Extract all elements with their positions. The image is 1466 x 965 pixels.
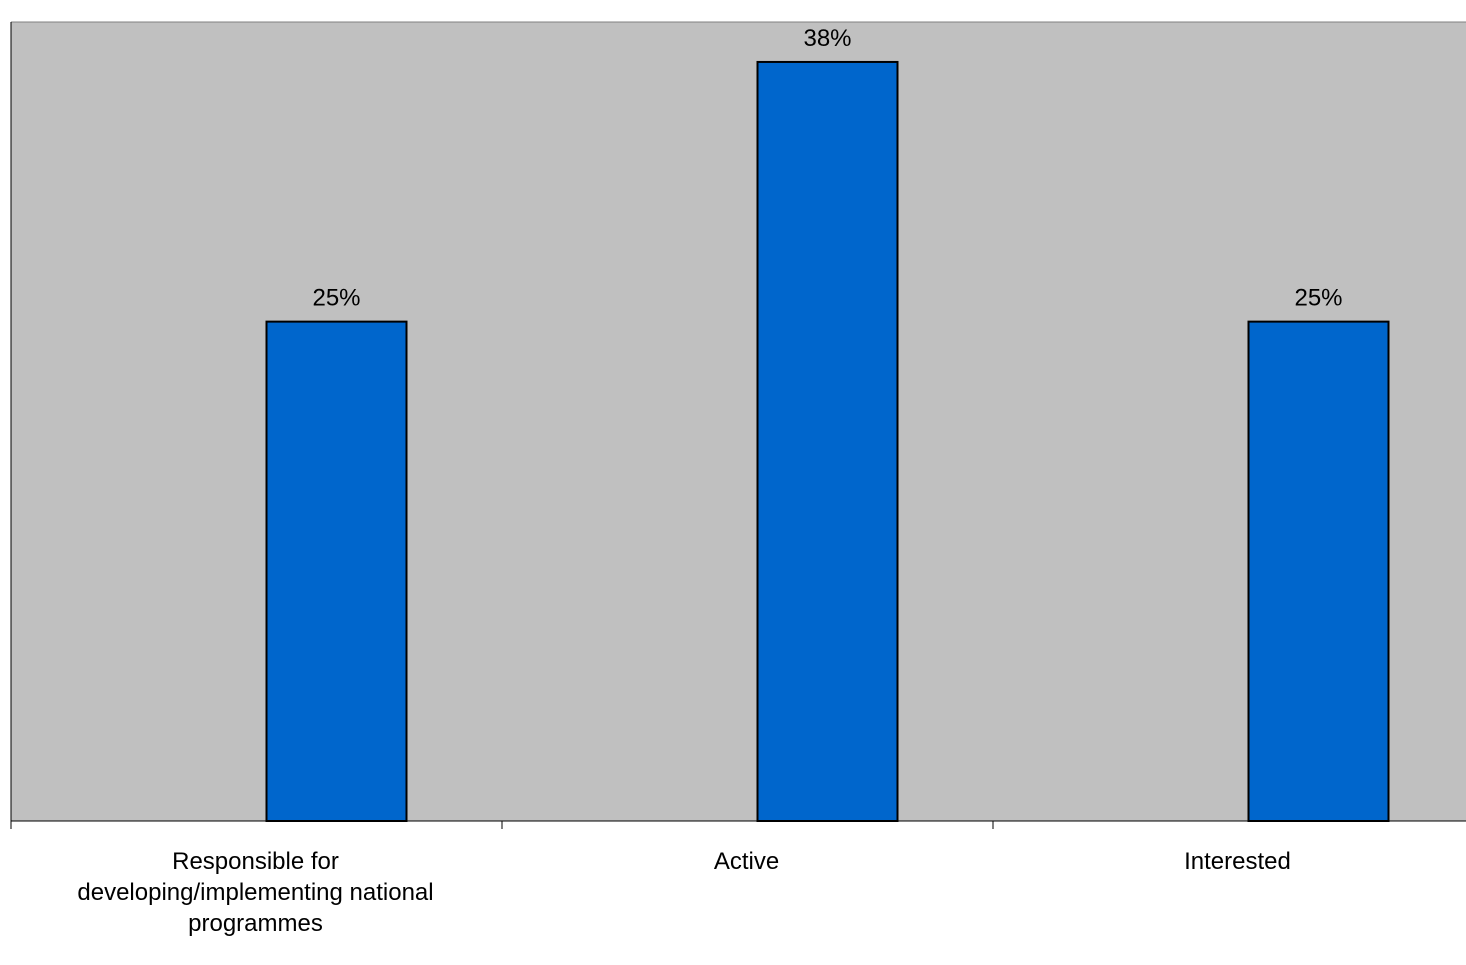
bar-0 bbox=[265, 320, 408, 822]
bar-1 bbox=[756, 60, 899, 822]
bars-layer bbox=[265, 60, 1390, 822]
data-label-0: 25% bbox=[312, 285, 360, 312]
x-tick-label-1-line-0: Active bbox=[714, 848, 779, 875]
x-axis-ticks bbox=[10, 821, 994, 829]
x-tick-label-0-line-0: Responsible for bbox=[172, 848, 339, 875]
data-labels-layer: 25% 38% 25% bbox=[312, 25, 1342, 312]
x-tick-label-2-line-0: Interested bbox=[1184, 848, 1291, 875]
plot-background bbox=[11, 22, 1466, 821]
bar-2 bbox=[1247, 320, 1390, 822]
x-tick-label-0-line-1: developing/implementing national bbox=[77, 879, 433, 906]
data-label-1: 38% bbox=[803, 25, 851, 52]
x-tick-label-0-line-2: programmes bbox=[188, 910, 323, 937]
x-axis-tick-labels: Responsible for developing/implementing n… bbox=[77, 848, 1290, 937]
data-label-2: 25% bbox=[1294, 285, 1342, 312]
